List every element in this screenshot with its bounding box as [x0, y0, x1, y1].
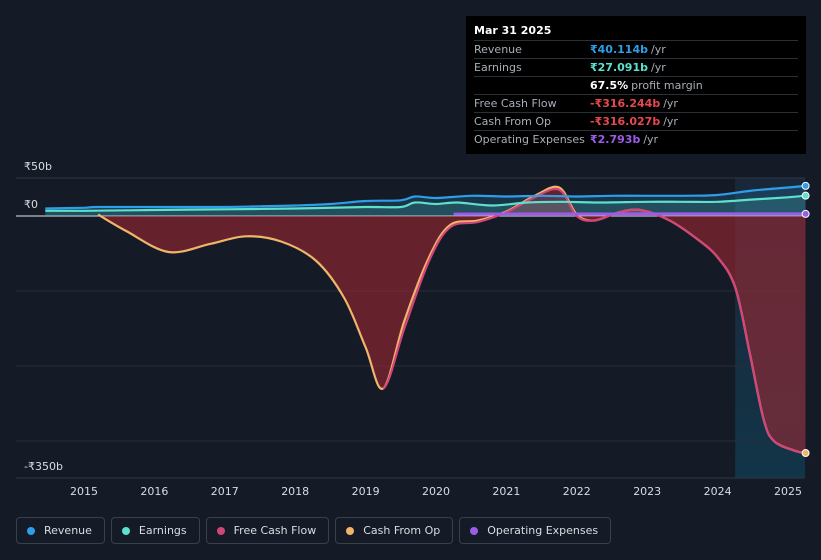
legend-item-earnings[interactable]: Earnings	[110, 517, 200, 544]
tooltip-row-label: Free Cash Flow	[474, 97, 557, 110]
tooltip-row-unit: /yr	[663, 115, 678, 128]
x-tick-2016: 2016	[140, 485, 168, 498]
legend-dot-icon	[121, 526, 130, 535]
x-tick-2019: 2019	[352, 485, 380, 498]
tooltip-row-unit: /yr	[663, 97, 678, 110]
legend-item-operating-expenses[interactable]: Operating Expenses	[459, 517, 612, 544]
y-axis: ₹50b ₹0 -₹350b	[24, 160, 63, 473]
legend-item-free-cash-flow[interactable]: Free Cash Flow	[205, 517, 330, 544]
revenue-line	[45, 184, 806, 210]
tooltip-date: Mar 31 2025	[474, 24, 552, 37]
legend-label: Operating Expenses	[487, 524, 599, 537]
x-tick-2020: 2020	[422, 485, 450, 498]
tooltip-row: Operating Expenses ₹2.793b/yr	[474, 130, 798, 148]
grid-lines	[16, 177, 805, 479]
tooltip-row-value: ₹40.114b	[590, 43, 648, 56]
y-tick-bottom: -₹350b	[24, 460, 63, 473]
tooltip-row-label: Operating Expenses	[474, 133, 585, 146]
tooltip-row-unit: /yr	[650, 43, 666, 56]
tooltip-row-unit: profit margin	[631, 79, 703, 92]
earnings-end-point	[801, 191, 810, 200]
tooltip-row-label: Earnings	[474, 61, 522, 74]
earnings-line	[45, 194, 806, 212]
free-cash-flow-area	[98, 188, 806, 454]
series-areas	[45, 185, 806, 454]
tooltip-row: Free Cash Flow -₹316.244b/yr	[474, 94, 798, 112]
x-tick-2018: 2018	[281, 485, 309, 498]
x-tick-2023: 2023	[633, 485, 661, 498]
earnings-area	[45, 195, 806, 216]
tooltip-row-value: -₹316.027b	[590, 115, 661, 128]
legend-label: Revenue	[44, 524, 92, 537]
tooltip-row: Earnings ₹27.091b/yr	[474, 58, 798, 76]
tooltip-row-unit: /yr	[650, 61, 666, 74]
legend-item-revenue[interactable]: Revenue	[16, 517, 105, 544]
tooltip-row-value: ₹27.091b	[590, 61, 648, 74]
tooltip-row-label: Revenue	[474, 43, 522, 56]
cash-from-op-end-point	[801, 449, 810, 458]
tooltip-row-value: 67.5%	[590, 79, 629, 92]
tooltip-row-unit: /yr	[643, 133, 659, 146]
legend-dot-icon	[216, 526, 225, 535]
tooltip-row: Cash From Op -₹316.027b/yr	[474, 112, 798, 130]
tooltip-row-label	[474, 77, 590, 94]
legend-label: Earnings	[138, 524, 187, 537]
forecast-shade	[735, 178, 805, 478]
x-tick-2017: 2017	[211, 485, 239, 498]
tooltip-rows: Revenue ₹40.114b/yr Earnings ₹27.091b/yr 67.…	[474, 40, 798, 148]
y-tick-zero: ₹0	[24, 198, 38, 211]
tooltip-row-label: Cash From Op	[474, 115, 552, 128]
legend-item-cash-from-op[interactable]: Cash From Op	[335, 517, 454, 544]
legend-label: Free Cash Flow	[233, 524, 317, 537]
y-tick-top: ₹50b	[24, 160, 52, 173]
tooltip-row: Revenue ₹40.114b/yr	[474, 40, 798, 58]
x-axis: 2015 2016 2017 2018 2019 2020 2021 2022 2023 2024…	[70, 485, 802, 498]
x-tick-2025: 2025	[774, 485, 802, 498]
tooltip-row-value: -₹316.244b	[590, 97, 661, 110]
x-tick-2021: 2021	[492, 485, 520, 498]
series-end-points	[801, 181, 810, 458]
series-lines	[45, 184, 806, 455]
tooltip-row: 67.5% profit margin	[474, 76, 798, 94]
legend-dot-icon	[27, 526, 35, 535]
x-tick-2024: 2024	[704, 485, 732, 498]
x-tick-2022: 2022	[563, 485, 591, 498]
legend-dot-icon	[346, 526, 355, 535]
operating-expenses-end-point	[801, 209, 810, 218]
legend-dot-icon	[470, 526, 479, 535]
x-tick-2015: 2015	[70, 485, 98, 498]
chart-legend: Revenue Earnings Free Cash Flow Cash From O…	[16, 517, 612, 544]
legend-label: Cash From Op	[363, 524, 441, 537]
free-cash-flow-line	[383, 187, 805, 455]
revenue-end-point	[801, 181, 810, 190]
tooltip-row-value: ₹2.793b	[590, 133, 641, 146]
hover-tooltip: Mar 31 2025 Revenue ₹40.114b/yr Earnings ₹2…	[466, 16, 806, 154]
